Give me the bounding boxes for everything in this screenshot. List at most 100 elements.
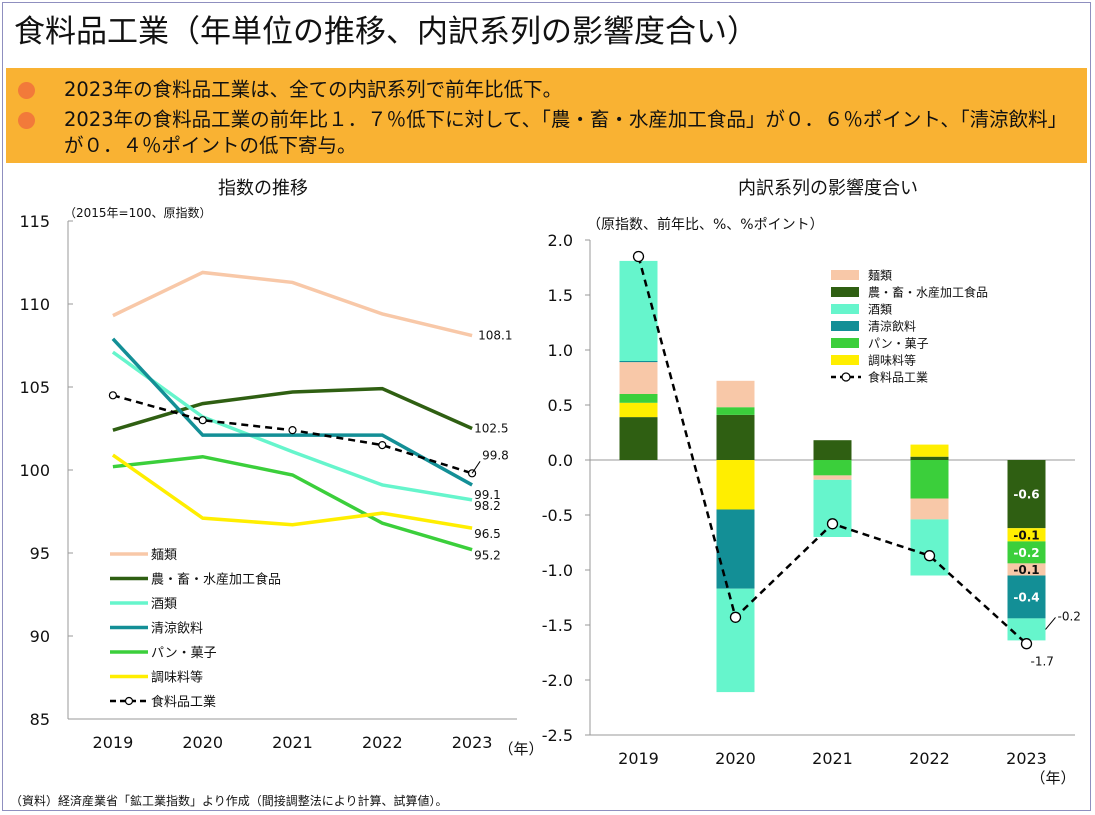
legend-swatch-menrui: [831, 270, 859, 280]
legend-swatch-nochiku: [831, 287, 859, 297]
x-tick-label: 2019: [618, 749, 659, 768]
legend-label-nochiku: 農・畜・水産加工食品: [151, 572, 281, 588]
legend-label-chomi: 調味料等: [868, 354, 916, 368]
series-point-total: [108, 391, 118, 400]
index-line-chart: （2015年=100、原指数） 85 90 95 100 105 110 115 2019 202…: [19, 205, 540, 758]
legend-label-sake: 酒類: [868, 303, 892, 317]
bar-menrui-2020: [716, 380, 755, 408]
x-tick-label: 2021: [812, 749, 853, 768]
legend-label-sake: 酒類: [151, 597, 177, 612]
bar-pan-2021: [813, 460, 852, 476]
bar-nochiku-2023: [1007, 460, 1046, 529]
series-line-seiryo: [111, 337, 473, 487]
bullet-dot-icon: [18, 112, 35, 129]
bar-sake-2019: [619, 260, 658, 361]
legend-swatch-chomi: [831, 355, 859, 365]
x-axis-label: （年）: [498, 740, 540, 758]
y-tick-label: 1.0: [548, 341, 573, 360]
bar-chomi-2019: [619, 402, 658, 418]
bar-seiryo-2023: [1007, 575, 1046, 619]
y-tick-label: 110: [19, 295, 50, 314]
bar-sake-2020: [716, 588, 755, 693]
summary-text-1: 2023年の食料品工業は、全ての内訳系列で前年比低下。: [64, 78, 563, 101]
x-tick-label: 2022: [909, 749, 950, 768]
bar-pan-2023: [1007, 541, 1046, 564]
x-tick-label: 2019: [93, 733, 134, 752]
end-label-sake: 98.2: [474, 499, 501, 513]
legend-label-nochiku: 農・畜・水産加工食品: [868, 285, 988, 300]
series-line-chomi: [111, 453, 473, 530]
bar-chomi-2020: [716, 460, 755, 510]
total-point: [729, 611, 742, 623]
end-label-chomi: 96.5: [474, 527, 501, 541]
data-label-pan: -0.2: [1013, 546, 1039, 560]
series-line-pan: [112, 454, 473, 552]
y-tick-label: 1.5: [548, 286, 573, 305]
bar-nochiku-2021: [813, 440, 852, 460]
summary-bullet-2: 2023年の食料品工業の前年比１．７％低下に対して、「農・畜・水産加工食品」が０…: [18, 107, 1074, 159]
end-label-menrui: 108.1: [478, 329, 512, 343]
right-chart-title: 内訳系列の影響度合い: [738, 178, 918, 199]
y-tick-label: -0.5: [542, 506, 573, 525]
bar-menrui-2019: [619, 362, 658, 394]
series-point-total: [378, 441, 387, 450]
y-tick-label: 100: [19, 461, 50, 480]
y-tick-label: -1.0: [542, 561, 573, 580]
series-point-total: [198, 416, 207, 425]
data-label-menrui: -0.1: [1013, 563, 1039, 577]
x-tick-label: 2022: [362, 733, 403, 752]
end-label-seiryo: 99.1: [474, 488, 501, 502]
legend-marker-total: [841, 372, 851, 382]
left-chart-title: 指数の推移: [218, 178, 308, 199]
data-label-total: -1.7: [1031, 655, 1054, 669]
y-tick-label: 0.0: [548, 451, 573, 470]
y-tick-label: -2.5: [542, 726, 573, 745]
x-tick-label: 2020: [715, 749, 756, 768]
x-tick-label: 2020: [182, 733, 223, 752]
end-label-pan: 95.2: [474, 549, 501, 563]
data-label-chomi: -0.1: [1013, 528, 1039, 542]
y-tick-label: -2.0: [542, 671, 573, 690]
total-point: [923, 550, 936, 562]
leader-line: [471, 461, 481, 474]
legend-label-seiryo: 清涼飲料: [868, 319, 916, 334]
summary-bullet-1: 2023年の食料品工業は、全ての内訳系列で前年比低下。: [18, 77, 1074, 103]
legend-label-menrui: 麺類: [868, 269, 892, 283]
summary-text-2: 2023年の食料品工業の前年比１．７％低下に対して、「農・畜・水産加工食品」が０…: [64, 108, 1068, 157]
legend-swatch-sake: [831, 304, 859, 314]
bullet-dot-icon: [18, 82, 35, 99]
bar-menrui-2021: [813, 475, 852, 480]
y-tick-label: 2.0: [548, 231, 573, 250]
legend-swatch-seiryo: [831, 321, 859, 331]
legend-label-pan: パン・菓子: [868, 337, 929, 351]
bar-pan-2019: [619, 394, 658, 403]
y-tick-label: 90: [30, 627, 50, 646]
legend-label-menrui: 麺類: [151, 548, 177, 563]
x-tick-label: 2021: [272, 733, 313, 752]
legend-marker-total: [124, 696, 134, 706]
series-line-menrui: [112, 270, 473, 338]
bar-nochiku-2020: [716, 414, 755, 460]
page-title: 食料品工業（年単位の推移、内訳系列の影響度合い）: [14, 14, 758, 50]
unit-note: （原指数、前年比、%、%ポイント）: [587, 216, 824, 233]
legend-label-chomi: 調味料等: [151, 670, 203, 686]
bar-nochiku-2022: [910, 456, 949, 460]
bar-pan-2022: [910, 460, 949, 499]
series-point-total: [288, 426, 297, 435]
bar-chomi-2023: [1007, 528, 1046, 542]
legend-label-total: 食料品工業: [868, 370, 928, 385]
x-tick-label: 2023: [452, 733, 493, 752]
total-point: [632, 250, 645, 263]
total-point: [1020, 638, 1033, 650]
y-tick-label: 95: [30, 544, 50, 563]
data-label-sake: -0.2: [1058, 609, 1081, 623]
data-label-seiryo: -0.4: [1013, 590, 1039, 604]
summary-box: 2023年の食料品工業は、全ての内訳系列で前年比低下。 2023年の食料品工業の…: [6, 68, 1087, 163]
total-point: [826, 518, 839, 530]
legend-label-seiryo: 清涼飲料: [151, 621, 203, 637]
data-label-nochiku: -0.6: [1013, 488, 1039, 502]
bar-menrui-2023: [1007, 563, 1046, 576]
bar-pan-2020: [716, 407, 755, 415]
bar-chomi-2022: [910, 444, 949, 457]
